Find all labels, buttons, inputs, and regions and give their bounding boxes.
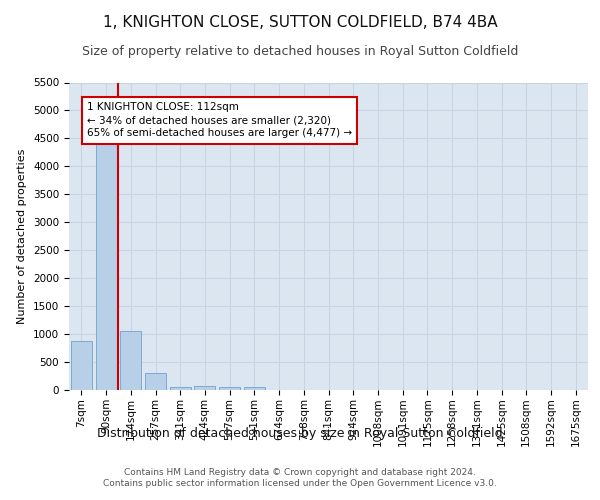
- Text: Distribution of detached houses by size in Royal Sutton Coldfield: Distribution of detached houses by size …: [97, 428, 503, 440]
- Text: Contains HM Land Registry data © Crown copyright and database right 2024.
Contai: Contains HM Land Registry data © Crown c…: [103, 468, 497, 487]
- Bar: [194, 386, 215, 390]
- Text: 1, KNIGHTON CLOSE, SUTTON COLDFIELD, B74 4BA: 1, KNIGHTON CLOSE, SUTTON COLDFIELD, B74…: [103, 15, 497, 30]
- Text: 1 KNIGHTON CLOSE: 112sqm
← 34% of detached houses are smaller (2,320)
65% of sem: 1 KNIGHTON CLOSE: 112sqm ← 34% of detach…: [87, 102, 352, 139]
- Text: Size of property relative to detached houses in Royal Sutton Coldfield: Size of property relative to detached ho…: [82, 45, 518, 58]
- Bar: [145, 372, 166, 390]
- Y-axis label: Number of detached properties: Number of detached properties: [17, 148, 28, 324]
- Bar: [244, 386, 265, 390]
- Bar: [71, 341, 92, 390]
- Bar: [95, 135, 116, 390]
- Bar: [120, 330, 141, 390]
- Bar: [219, 386, 240, 390]
- Bar: [170, 386, 191, 390]
